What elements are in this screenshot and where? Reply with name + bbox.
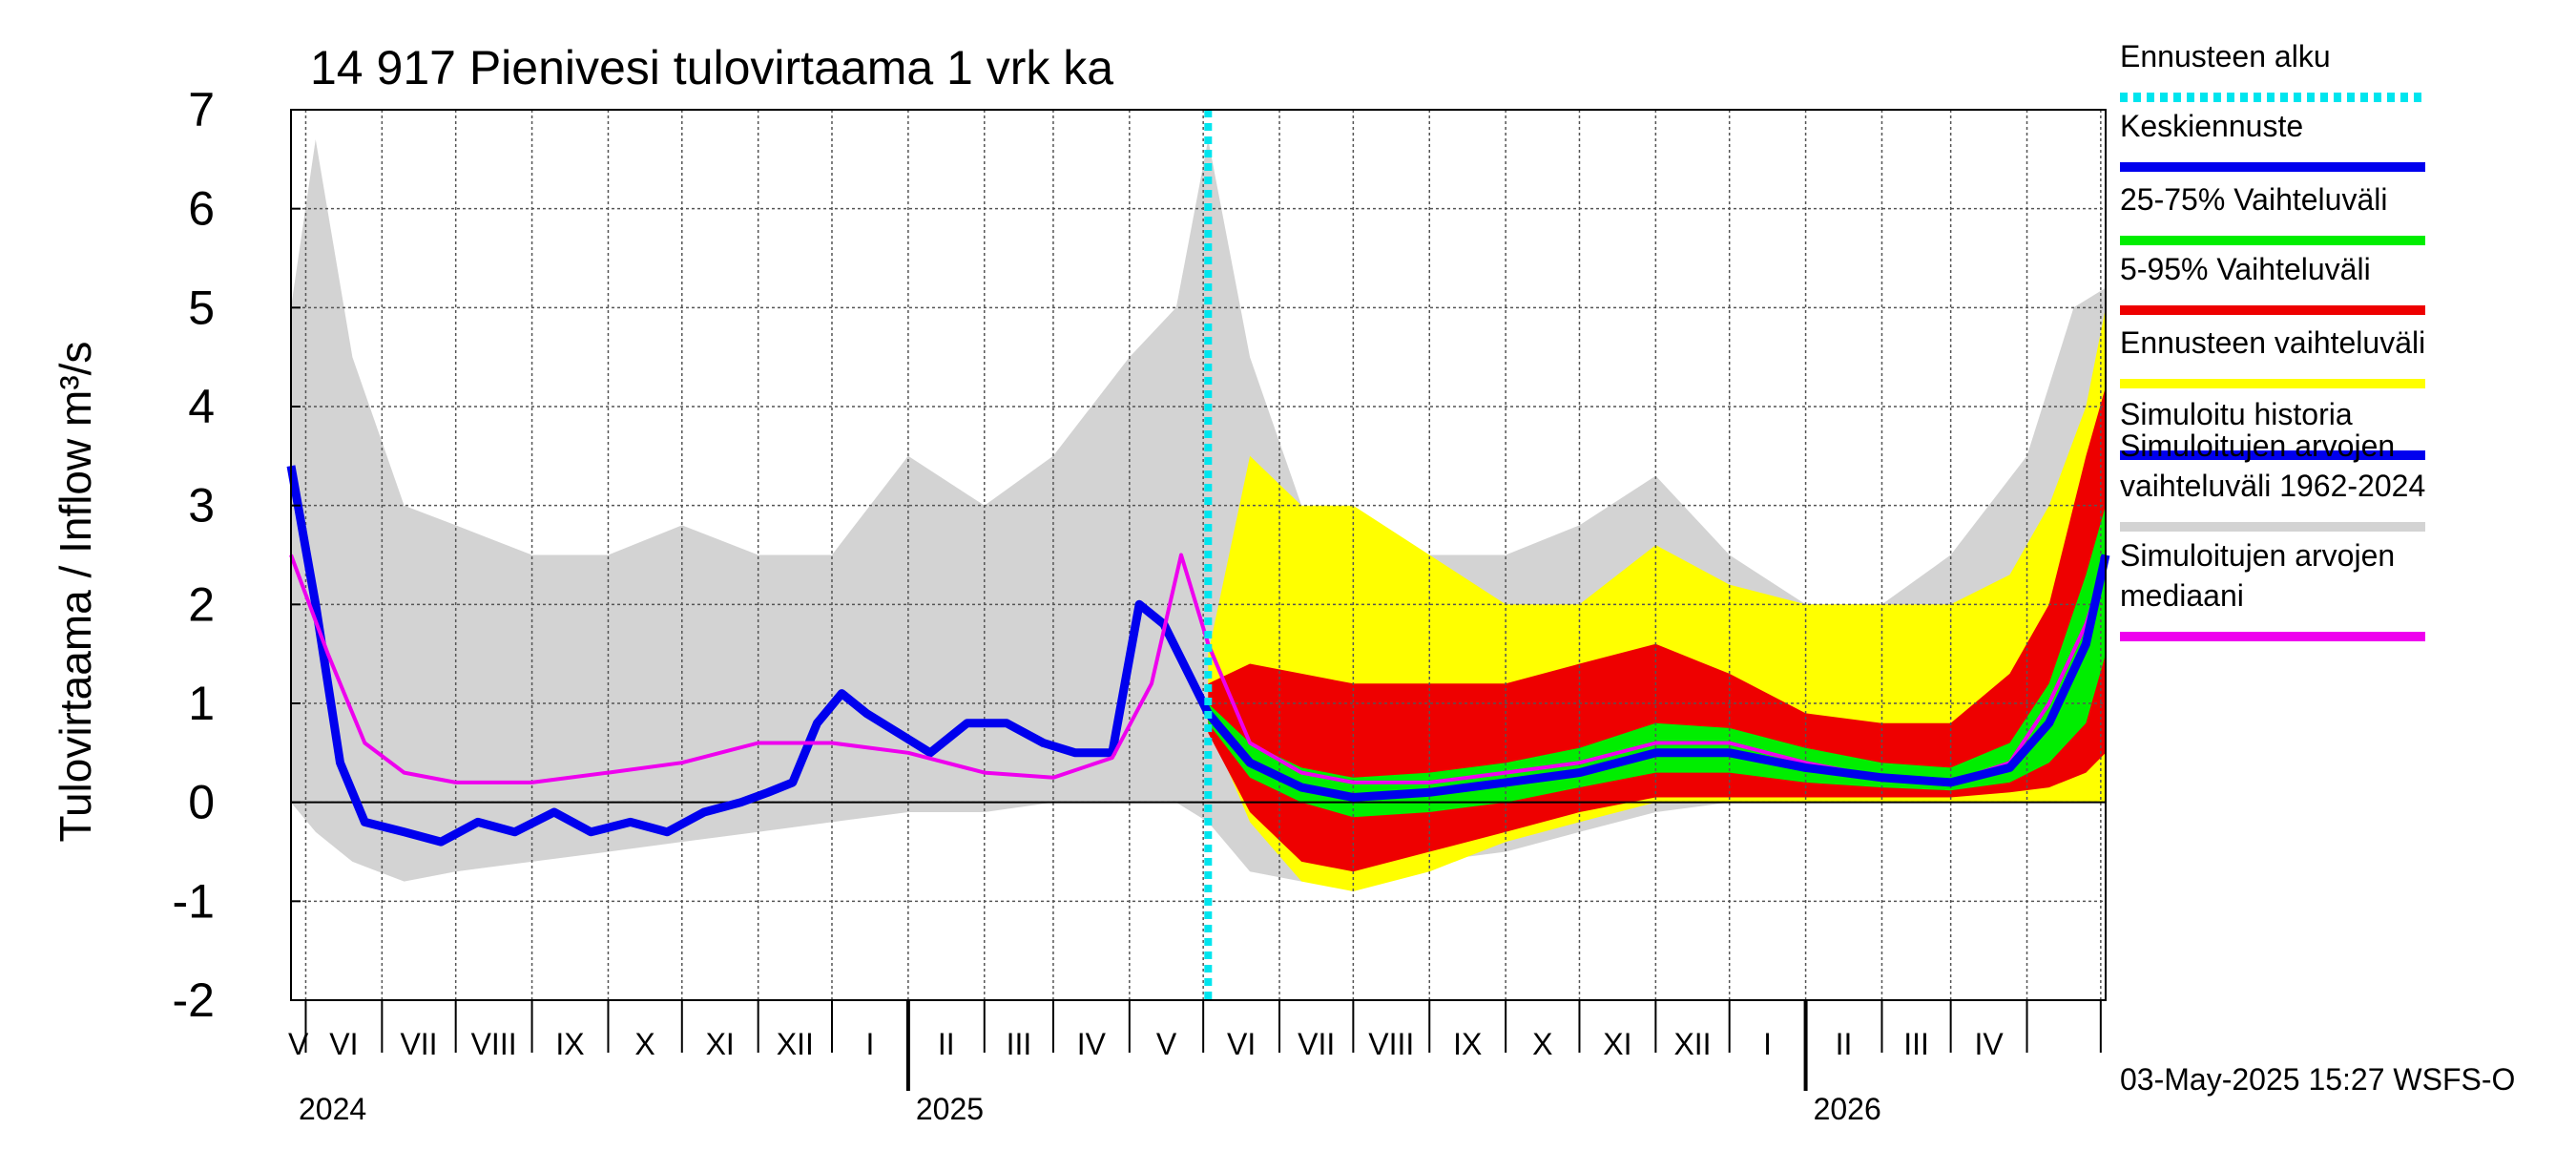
- x-month-label: IX: [555, 1027, 584, 1061]
- x-month-label: III: [1007, 1027, 1032, 1061]
- series-line-2: [1204, 554, 2110, 802]
- legend-label: 25-75% Vaihteluväli: [2120, 182, 2387, 217]
- legend-label: Ennusteen alku: [2120, 39, 2331, 73]
- x-month-label: V: [288, 1027, 309, 1061]
- legend-label: Simuloitu historia: [2120, 397, 2353, 431]
- x-month-label: XI: [1603, 1027, 1631, 1061]
- x-year-label: 2026: [1814, 1092, 1881, 1126]
- x-month-label: X: [1532, 1027, 1552, 1061]
- x-month-label: XII: [1673, 1027, 1711, 1061]
- y-tick-label: 0: [188, 776, 215, 829]
- x-month-label: I: [1763, 1027, 1772, 1061]
- legend-label: Ennusteen vaihteluväli: [2120, 325, 2425, 360]
- y-tick-label: 1: [188, 677, 215, 730]
- x-month-label: X: [634, 1027, 654, 1061]
- y-tick-label: -1: [173, 874, 215, 928]
- series-line-0: [286, 465, 1213, 847]
- x-month-label: VII: [1298, 1027, 1335, 1061]
- plot-border: [290, 109, 2107, 1001]
- x-month-label: V: [1156, 1027, 1177, 1061]
- x-month-label: VIII: [471, 1027, 517, 1061]
- footer-timestamp: 03-May-2025 15:27 WSFS-O: [2120, 1062, 2515, 1097]
- legend-label: Simuloitujen arvojen mediaani: [2120, 538, 2395, 613]
- x-month-label: XI: [706, 1027, 735, 1061]
- y-tick-label: 3: [188, 479, 215, 533]
- y-tick-labels: -2 -1 0 1 2 3 4 5 6 7: [173, 83, 301, 1027]
- legend: Ennusteen alku Keskiennuste 25-75% Vaihtel…: [2120, 39, 2425, 641]
- x-month-label: II: [938, 1027, 955, 1061]
- x-year-label: 2025: [916, 1092, 984, 1126]
- x-month-label: VII: [400, 1027, 437, 1061]
- band-2: [1208, 387, 2106, 872]
- y-axis-label: Tulovirtaama / Inflow m³/s: [51, 342, 100, 843]
- x-month-label: VI: [1227, 1027, 1256, 1061]
- x-year-label: 2024: [299, 1092, 366, 1126]
- legend-label: Simuloitujen arvojen vaihteluväli 1962-20…: [2120, 429, 2425, 503]
- x-month-label: II: [1836, 1027, 1853, 1061]
- x-month-label: I: [865, 1027, 874, 1061]
- y-tick-label: 4: [188, 380, 215, 433]
- legend-label: Keskiennuste: [2120, 109, 2303, 143]
- legend-label: 5-95% Vaihteluväli: [2120, 252, 2371, 286]
- x-month-label: VI: [329, 1027, 358, 1061]
- y-tick-label: 7: [188, 83, 215, 136]
- chart-title: 14 917 Pienivesi tulovirtaama 1 vrk ka: [310, 41, 1113, 94]
- x-month-label: IX: [1453, 1027, 1482, 1061]
- x-month-label: III: [1903, 1027, 1929, 1061]
- y-tick-label: 5: [188, 281, 215, 334]
- x-axis-labels: V VI VII VIII IX X XI XII I II III IV V VI VII VIII IX X X…: [288, 1000, 2102, 1126]
- plot-area: [286, 109, 2110, 1001]
- x-month-label: IV: [1077, 1027, 1107, 1061]
- x-month-label: VIII: [1368, 1027, 1414, 1061]
- y-tick-label: -2: [173, 973, 215, 1027]
- y-tick-label: 6: [188, 182, 215, 236]
- x-month-label: IV: [1974, 1027, 2004, 1061]
- y-tick-label: 2: [188, 577, 215, 631]
- x-month-label: XII: [777, 1027, 814, 1061]
